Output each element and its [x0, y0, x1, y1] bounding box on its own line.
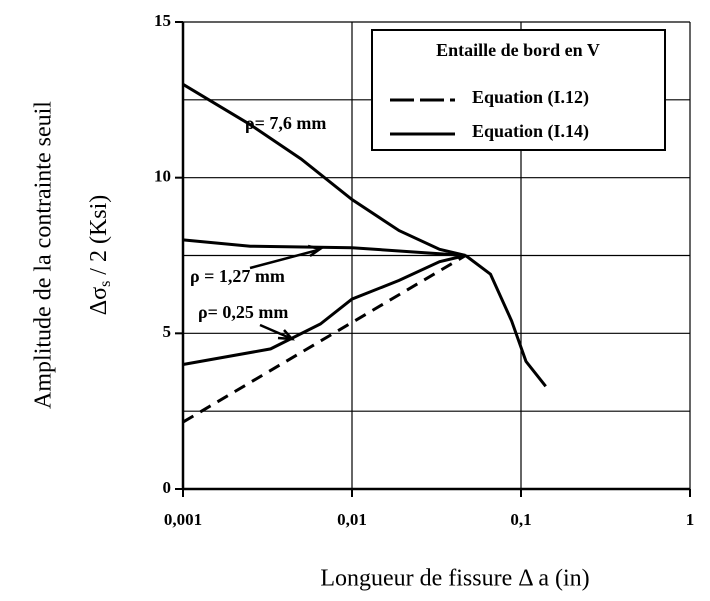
y-axis-label-2: Δσs / 2 (Ksi): [86, 195, 114, 316]
annotation: ρ = 1,27 mm: [190, 266, 285, 286]
x-axis-label: Longueur de fissure Δ a (in): [320, 566, 589, 592]
annotation-arrows: [249, 244, 323, 341]
series-line: [182, 83, 466, 257]
y-axis-label: Amplitude de la contrainte seuil: [31, 101, 57, 409]
y-tick-label: 15: [154, 11, 171, 30]
x-tick-label: 0,1: [510, 510, 531, 529]
y-tick-label: 10: [154, 167, 171, 186]
series-line: [182, 254, 466, 366]
legend-label: Equation (I.14): [472, 121, 589, 142]
series-line: [182, 238, 466, 257]
legend-title: Entaille de bord en V: [436, 40, 600, 60]
plot-area: 0 5 10 15 0,001 0,01 0,1 1: [154, 11, 694, 529]
legend-label: Equation (I.12): [472, 87, 589, 108]
annotation: ρ= 0,25 mm: [198, 302, 288, 322]
series-line: [464, 254, 547, 388]
series-line: [182, 254, 467, 424]
y-tick-label: 5: [163, 322, 172, 341]
legend-box: [371, 29, 666, 151]
arrow: [249, 248, 319, 270]
arrow-head: [307, 244, 323, 258]
annotation: ρ= 7,6 mm: [245, 113, 326, 133]
x-tick-label: 0,001: [164, 510, 202, 529]
arrow: [259, 323, 291, 340]
y-label-part: / 2 (Ksi): [86, 195, 112, 281]
y-tick-label: 0: [163, 478, 172, 497]
x-tick-label: 1: [686, 510, 695, 529]
y-label-sub: s: [97, 281, 114, 287]
x-tick-label: 0,01: [337, 510, 367, 529]
arrow-head: [277, 329, 295, 341]
y-label-part: Δσ: [86, 287, 112, 315]
